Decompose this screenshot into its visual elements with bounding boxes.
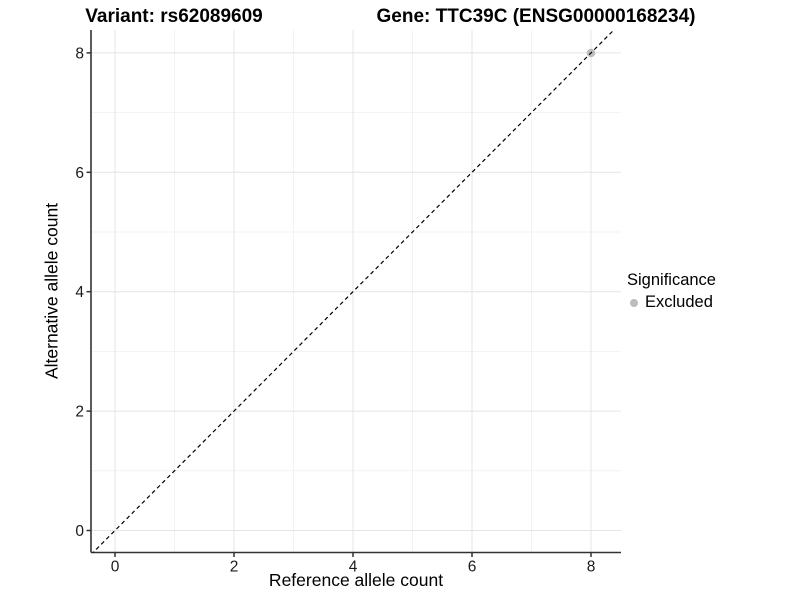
- legend-item-label: Excluded: [645, 293, 713, 311]
- x-tick-label: 4: [349, 559, 358, 576]
- plot-title-gene: Gene: TTC39C (ENSG00000168234): [376, 6, 696, 27]
- x-tick-label: 0: [111, 559, 120, 576]
- identity-reference-line: [92, 30, 615, 553]
- x-axis-label: Reference allele count: [268, 570, 444, 590]
- plot-title-variant: Variant: rs62089609: [85, 6, 263, 27]
- y-tick-label: 8: [75, 45, 84, 62]
- legend: Significance Excluded: [627, 271, 716, 312]
- y-tick-label: 2: [75, 404, 84, 421]
- y-tick-label: 6: [75, 165, 84, 182]
- legend-title: Significance: [627, 271, 716, 289]
- y-tick-label: 0: [75, 523, 84, 540]
- legend-point-icon: [630, 298, 638, 307]
- x-tick-label: 8: [587, 559, 596, 576]
- x-tick-label: 2: [230, 559, 239, 576]
- y-axis-label: Alternative allele count: [41, 202, 62, 380]
- x-tick-label: 6: [468, 559, 477, 576]
- legend-item-excluded: Excluded: [627, 293, 716, 312]
- y-tick-label: 4: [75, 284, 84, 301]
